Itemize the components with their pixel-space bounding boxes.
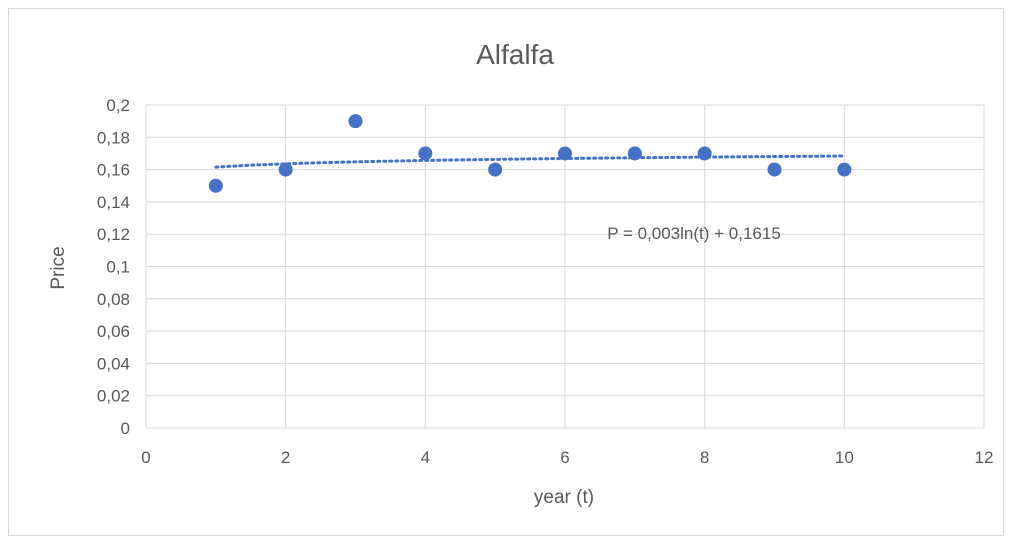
y-tick-label: 0,1	[106, 258, 130, 277]
data-point	[697, 146, 712, 161]
data-point	[348, 114, 363, 129]
x-tick-label: 4	[421, 448, 430, 467]
data-point	[627, 146, 642, 161]
x-tick-label: 6	[560, 448, 569, 467]
chart-area	[8, 8, 1004, 536]
x-axis-label: year (t)	[534, 487, 594, 508]
data-point	[418, 146, 433, 161]
data-point	[558, 146, 572, 161]
data-points	[208, 114, 852, 193]
y-tick-label: 0,2	[106, 96, 130, 115]
x-tick-label: 12	[975, 448, 994, 467]
y-tick-label: 0,14	[97, 193, 130, 212]
x-axis-ticks: 0 2 4 6 8 10 12	[141, 448, 993, 467]
y-axis-ticks: 0 0,02 0,04 0,06 0,08 0,1 0,12 0,14 0,16 0,18 0,2	[97, 96, 130, 438]
x-tick-label: 10	[835, 448, 854, 467]
x-tick-label: 2	[281, 448, 290, 467]
chart-title: Alfalfa	[476, 39, 554, 70]
data-point	[767, 162, 782, 177]
y-tick-label: 0,02	[97, 387, 130, 406]
y-tick-label: 0,12	[97, 225, 130, 244]
y-axis-label: Price	[48, 246, 69, 289]
y-tick-label: 0,16	[97, 161, 130, 180]
y-tick-label: 0,04	[97, 354, 130, 373]
trendline	[214, 154, 846, 169]
data-point	[837, 162, 852, 177]
x-tick-label: 0	[141, 448, 150, 467]
y-tick-label: 0,06	[97, 322, 130, 341]
y-tick-label: 0,18	[97, 128, 130, 147]
data-point	[488, 162, 503, 177]
x-tick-label: 8	[700, 448, 709, 467]
y-tick-label: 0,08	[97, 290, 130, 309]
y-tick-label: 0	[121, 419, 130, 438]
data-point	[278, 162, 293, 177]
trendline-equation: P = 0,003ln(t) + 0,1615	[607, 224, 781, 243]
trendline-path	[214, 154, 846, 169]
data-point	[208, 178, 223, 193]
